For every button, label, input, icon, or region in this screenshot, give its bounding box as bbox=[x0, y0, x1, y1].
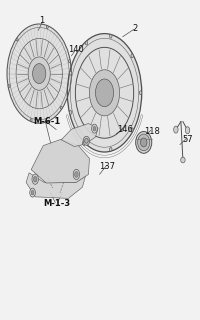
Ellipse shape bbox=[95, 79, 113, 107]
Text: M-6-1: M-6-1 bbox=[33, 117, 61, 126]
Circle shape bbox=[93, 126, 95, 131]
Text: 2: 2 bbox=[131, 24, 137, 33]
Ellipse shape bbox=[89, 70, 119, 116]
Ellipse shape bbox=[69, 71, 71, 75]
Ellipse shape bbox=[140, 138, 146, 147]
Ellipse shape bbox=[85, 140, 87, 144]
Circle shape bbox=[184, 127, 189, 134]
Ellipse shape bbox=[16, 38, 18, 41]
Circle shape bbox=[74, 172, 78, 177]
Ellipse shape bbox=[135, 132, 151, 153]
Circle shape bbox=[173, 126, 177, 133]
Ellipse shape bbox=[139, 91, 141, 95]
Text: 146: 146 bbox=[116, 125, 132, 134]
Polygon shape bbox=[7, 24, 71, 123]
Ellipse shape bbox=[32, 64, 46, 84]
Ellipse shape bbox=[82, 141, 85, 146]
Ellipse shape bbox=[84, 138, 88, 143]
Ellipse shape bbox=[85, 41, 87, 45]
Ellipse shape bbox=[109, 148, 111, 151]
Circle shape bbox=[73, 169, 79, 180]
Text: 57: 57 bbox=[182, 135, 192, 144]
Polygon shape bbox=[61, 124, 98, 147]
Ellipse shape bbox=[69, 110, 71, 114]
Bar bbox=[36, 67, 42, 80]
Ellipse shape bbox=[83, 136, 89, 145]
Ellipse shape bbox=[8, 84, 10, 88]
Ellipse shape bbox=[60, 106, 62, 109]
Ellipse shape bbox=[68, 60, 70, 63]
Ellipse shape bbox=[180, 157, 184, 163]
Ellipse shape bbox=[30, 119, 32, 122]
Ellipse shape bbox=[28, 57, 50, 90]
Circle shape bbox=[30, 188, 35, 197]
Polygon shape bbox=[67, 34, 141, 152]
Polygon shape bbox=[31, 139, 89, 183]
Ellipse shape bbox=[137, 134, 149, 151]
Ellipse shape bbox=[130, 54, 133, 58]
Circle shape bbox=[33, 176, 37, 182]
Text: 118: 118 bbox=[143, 127, 159, 136]
Circle shape bbox=[32, 174, 38, 184]
Circle shape bbox=[31, 190, 34, 195]
Ellipse shape bbox=[46, 26, 48, 28]
Text: M-1-3: M-1-3 bbox=[44, 199, 70, 208]
Ellipse shape bbox=[130, 128, 133, 132]
Text: 140: 140 bbox=[68, 45, 84, 54]
Text: 1: 1 bbox=[39, 16, 45, 25]
Circle shape bbox=[91, 124, 97, 133]
Polygon shape bbox=[26, 173, 85, 198]
Text: 137: 137 bbox=[99, 162, 115, 171]
Ellipse shape bbox=[109, 34, 111, 38]
